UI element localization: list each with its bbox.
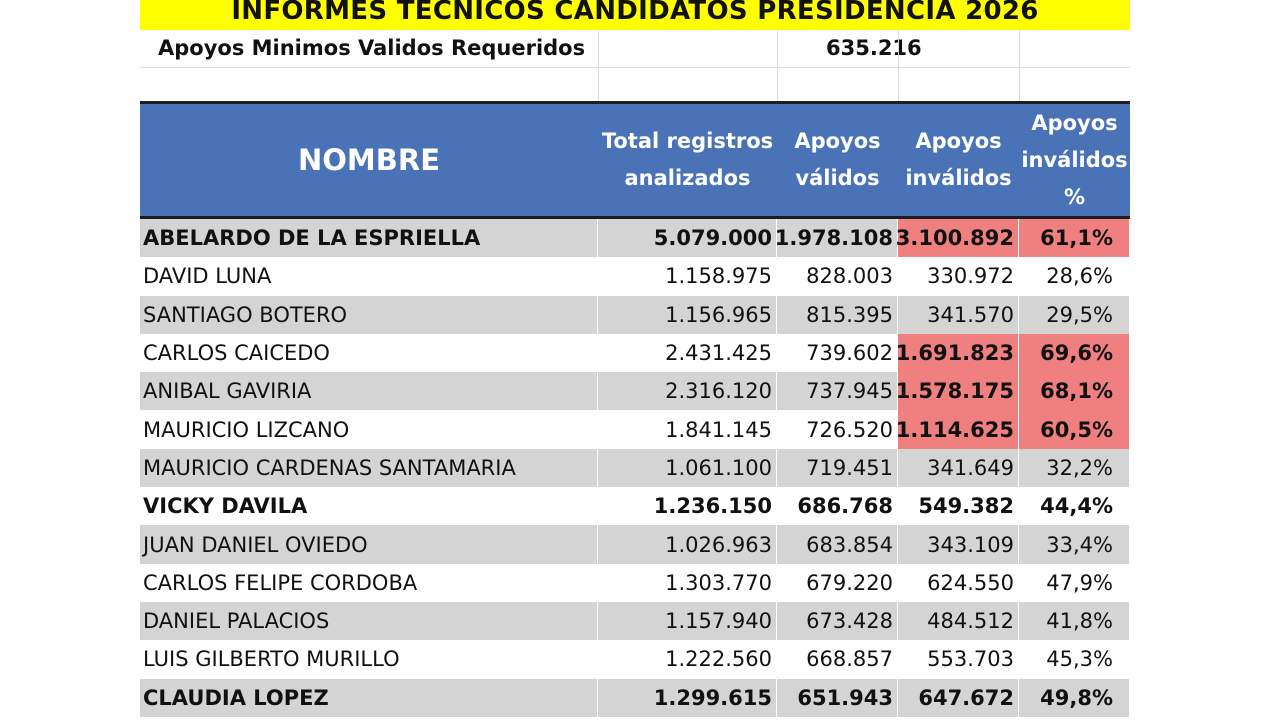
header-total: Total registros analizados [601,129,774,190]
cell-name: DANIEL PALACIOS [140,601,598,641]
table-row: LUIS GILBERTO MURILLO 1.222.560 668.857 553… [140,640,1130,679]
cell-invalid-pct: 44,4% [1019,487,1130,526]
grid-line [1019,30,1020,102]
cell-invalid: 343.109 [898,525,1019,564]
cell-name: VICKY DAVILA [140,487,598,526]
cell-total: 1.026.963 [598,525,777,564]
sheet-title: INFORMES TECNICOS CANDIDATOS PRESIDENCIA… [140,0,1130,30]
table-body: ABELARDO DE LA ESPRIELLA 5.079.000 1.978.1… [140,219,1130,717]
table-row: JUAN DANIEL OVIEDO 1.026.963 683.854 343.10… [140,525,1130,564]
cell-valid: 828.003 [777,257,898,296]
cell-total: 1.222.560 [598,640,777,679]
cell-valid: 719.451 [777,448,898,488]
cell-total: 1.236.150 [598,487,777,526]
cell-valid: 668.857 [777,640,898,679]
cell-invalid-pct: 45,3% [1019,640,1130,679]
cell-invalid-pct: 33,4% [1019,525,1130,564]
cell-invalid-pct: 68,1% [1019,372,1130,411]
cell-total: 5.079.000 [598,219,777,258]
cell-total: 1.303.770 [598,563,777,602]
cell-valid: 1.978.108 [775,219,898,258]
cell-valid: 739.602 [777,333,898,373]
cell-name: SANTIAGO BOTERO [140,295,598,334]
cell-total: 1.841.145 [598,410,777,449]
cell-invalid-pct: 32,2% [1019,448,1130,488]
cell-total: 1.157.940 [598,601,777,641]
cell-name: CLAUDIA LOPEZ [140,678,598,717]
cell-invalid: 341.649 [898,448,1019,488]
cell-name: MAURICIO CARDENAS SANTAMARIA [140,448,598,488]
cell-valid: 651.943 [777,678,898,717]
cell-invalid: 330.972 [898,257,1019,296]
header-name: NOMBRE [297,142,441,177]
cell-invalid-pct: 61,1% [1019,219,1130,258]
cell-valid: 679.220 [777,563,898,602]
cell-invalid-pct: 69,6% [1019,333,1130,373]
cell-total: 1.156.965 [598,295,777,334]
cell-invalid: 484.512 [898,601,1019,641]
grid-line [898,30,899,102]
cell-name: ABELARDO DE LA ESPRIELLA [140,219,598,258]
table-row: ABELARDO DE LA ESPRIELLA 5.079.000 1.978.1… [140,219,1130,258]
cell-invalid-pct: 47,9% [1019,563,1130,602]
cell-name: DAVID LUNA [140,257,598,296]
cell-valid: 815.395 [777,295,898,334]
table-row: SANTIAGO BOTERO 1.156.965 815.395 341.570 29… [140,295,1130,334]
cell-invalid: 647.672 [898,678,1019,717]
header-invalid-pct: Apoyos inválidos % [1021,110,1128,209]
cell-invalid: 553.703 [898,640,1019,679]
grid-line [777,30,778,102]
cell-invalid: 1.578.175 [896,372,1019,411]
cell-name: CARLOS CAICEDO [140,333,598,373]
minimum-supports-row: Apoyos Minimos Validos Requeridos 635.21… [140,30,1130,68]
cell-valid: 726.520 [777,410,898,449]
cell-invalid: 624.550 [898,563,1019,602]
cell-valid: 686.768 [777,487,898,526]
table-row: DAVID LUNA 1.158.975 828.003 330.972 28,6% [140,257,1130,296]
table-row: DANIEL PALACIOS 1.157.940 673.428 484.512 41… [140,601,1130,641]
cell-invalid: 341.570 [898,295,1019,334]
minimum-supports-value: 635.216 [826,36,922,60]
table-row: VICKY DAVILA 1.236.150 686.768 549.382 44,4% [140,487,1130,526]
table-row: MAURICIO CARDENAS SANTAMARIA 1.061.100 719… [140,448,1130,488]
cell-total: 1.061.100 [598,448,777,488]
cell-invalid: 3.100.892 [896,219,1019,258]
cell-name: CARLOS FELIPE CORDOBA [140,563,598,602]
table-row: CLAUDIA LOPEZ 1.299.615 651.943 647.672 49,8… [140,678,1130,717]
cell-total: 1.299.615 [598,678,777,717]
cell-name: ANIBAL GAVIRIA [140,372,598,411]
grid-line [598,30,599,102]
table-header: NOMBRE Total registros analizados Apoyos… [140,101,1130,219]
cell-invalid-pct: 49,8% [1019,678,1130,717]
table-row: CARLOS CAICEDO 2.431.425 739.602 1.691.823 6… [140,333,1130,373]
cell-invalid-pct: 60,5% [1019,410,1130,449]
table-row: MAURICIO LIZCANO 1.841.145 726.520 1.114.62… [140,410,1130,449]
cell-total: 2.431.425 [598,333,777,373]
cell-invalid-pct: 29,5% [1019,295,1130,334]
cell-valid: 737.945 [777,372,898,411]
table-row: ANIBAL GAVIRIA 2.316.120 737.945 1.578.175 6… [140,372,1130,411]
cell-name: LUIS GILBERTO MURILLO [140,640,598,679]
cell-valid: 673.428 [777,601,898,641]
minimum-supports-label: Apoyos Minimos Validos Requeridos [158,36,586,60]
cell-invalid: 549.382 [898,487,1019,526]
cell-total: 1.158.975 [598,257,777,296]
spreadsheet: INFORMES TECNICOS CANDIDATOS PRESIDENCIA… [140,0,1130,720]
cell-valid: 683.854 [777,525,898,564]
cell-invalid-pct: 41,8% [1019,601,1130,641]
cell-invalid: 1.691.823 [896,333,1019,373]
cell-invalid-pct: 28,6% [1019,257,1130,296]
cell-name: MAURICIO LIZCANO [140,410,598,449]
cell-invalid: 1.114.625 [896,410,1019,449]
header-invalid: Apoyos inválidos [905,129,1012,190]
cell-name: JUAN DANIEL OVIEDO [140,525,598,564]
header-valid: Apoyos válidos [794,129,881,190]
table-row: CARLOS FELIPE CORDOBA 1.303.770 679.220 624… [140,563,1130,602]
cell-total: 2.316.120 [598,372,777,411]
grid-line [140,67,1130,68]
